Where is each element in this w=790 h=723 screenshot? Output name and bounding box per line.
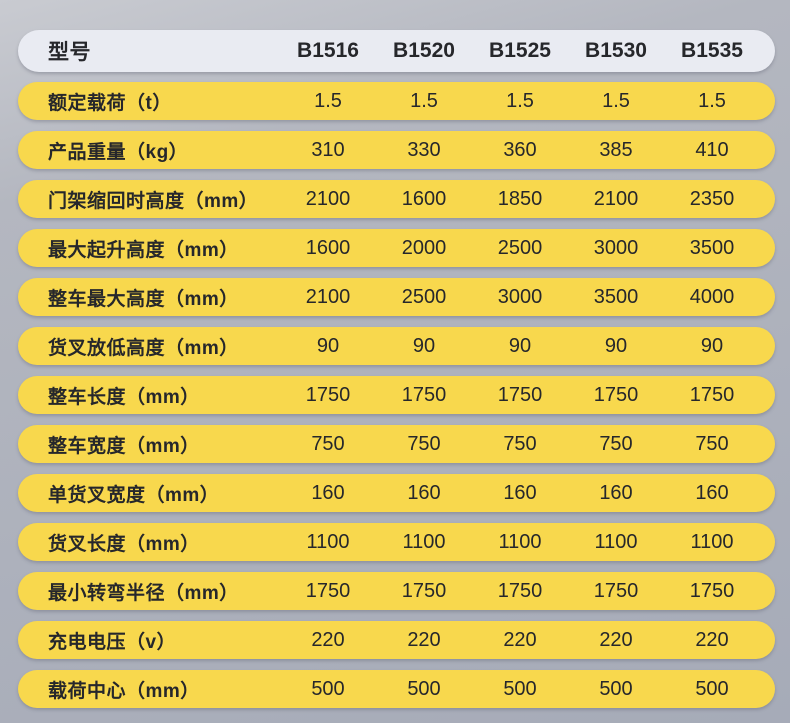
spec-value: 160 — [407, 481, 441, 504]
spec-value: 1600 — [305, 236, 351, 259]
spec-value: 220 — [599, 628, 633, 651]
spec-value: 220 — [407, 628, 441, 651]
spec-value: 750 — [311, 432, 345, 455]
spec-value: 330 — [407, 138, 441, 161]
spec-value: 1100 — [306, 530, 350, 553]
spec-row-min-turning-radius: 最小转弯半径（mm） 1750 1750 1750 1750 1750 — [18, 572, 775, 610]
spec-value: 220 — [695, 628, 729, 651]
spec-value: 1100 — [498, 530, 542, 553]
spec-row-fork-length: 货叉长度（mm） 1100 1100 1100 1100 1100 — [18, 523, 775, 561]
spec-value: 1600 — [401, 187, 447, 210]
spec-value: 220 — [311, 628, 345, 651]
spec-row-rated-load: 额定载荷（t） 1.5 1.5 1.5 1.5 1.5 — [18, 82, 775, 120]
spec-row-load-center: 载荷中心（mm） 500 500 500 500 500 — [18, 670, 775, 708]
spec-value: 160 — [503, 481, 537, 504]
product-spec-table: 型号 B1516 B1520 B1525 B1530 B1535 额定载荷（t）… — [18, 30, 775, 708]
spec-value: 160 — [599, 481, 633, 504]
spec-value: 2350 — [689, 187, 735, 210]
spec-value: 1750 — [497, 383, 543, 406]
spec-row-label: 充电电压（v） — [48, 631, 177, 653]
spec-row-label: 整车最大高度（mm） — [48, 288, 239, 310]
spec-value: 2500 — [401, 285, 447, 308]
spec-value: 1750 — [401, 383, 447, 406]
spec-value: 750 — [407, 432, 441, 455]
spec-value: 1750 — [305, 579, 351, 602]
spec-row-label: 产品重量（kg） — [48, 141, 189, 163]
spec-value: 90 — [412, 334, 436, 357]
spec-value: 1850 — [497, 187, 543, 210]
spec-value: 1.5 — [698, 89, 726, 112]
spec-value: 160 — [311, 481, 345, 504]
header-col-model-3: B1525 — [489, 39, 551, 62]
spec-row-label: 货叉长度（mm） — [48, 533, 200, 555]
spec-value: 750 — [695, 432, 729, 455]
spec-value: 1750 — [497, 579, 543, 602]
header-col-model-2: B1520 — [393, 39, 455, 62]
spec-value: 1750 — [593, 383, 639, 406]
spec-row-fork-lowered-height: 货叉放低高度（mm） 90 90 90 90 90 — [18, 327, 775, 365]
spec-value: 1750 — [305, 383, 351, 406]
spec-value: 1100 — [402, 530, 446, 553]
spec-row-overall-width: 整车宽度（mm） 750 750 750 750 750 — [18, 425, 775, 463]
spec-value: 220 — [503, 628, 537, 651]
spec-value: 1.5 — [410, 89, 438, 112]
spec-row-label: 整车长度（mm） — [48, 386, 200, 408]
spec-value: 1.5 — [314, 89, 342, 112]
spec-row-single-fork-width: 单货叉宽度（mm） 160 160 160 160 160 — [18, 474, 775, 512]
spec-value: 500 — [599, 677, 633, 700]
spec-value: 750 — [599, 432, 633, 455]
spec-value: 1.5 — [506, 89, 534, 112]
spec-value: 1750 — [593, 579, 639, 602]
spec-value: 2100 — [305, 187, 351, 210]
spec-row-charging-voltage: 充电电压（v） 220 220 220 220 220 — [18, 621, 775, 659]
spec-value: 1100 — [690, 530, 734, 553]
spec-value: 500 — [311, 677, 345, 700]
spec-value: 500 — [695, 677, 729, 700]
header-col-model-4: B1530 — [585, 39, 647, 62]
spec-value: 90 — [316, 334, 340, 357]
spec-value: 1750 — [401, 579, 447, 602]
spec-row-label: 最大起升高度（mm） — [48, 239, 239, 261]
spec-value: 500 — [503, 677, 537, 700]
spec-value: 3500 — [689, 236, 735, 259]
spec-value: 2000 — [401, 236, 447, 259]
spec-value: 3500 — [593, 285, 639, 308]
header-col-model-1: B1516 — [297, 39, 359, 62]
spec-value: 310 — [311, 138, 345, 161]
spec-row-label: 额定载荷（t） — [48, 92, 172, 114]
spec-value: 160 — [695, 481, 729, 504]
spec-value: 3000 — [593, 236, 639, 259]
spec-value: 2100 — [593, 187, 639, 210]
spec-row-label: 货叉放低高度（mm） — [48, 337, 239, 359]
spec-value: 1750 — [689, 383, 735, 406]
spec-value: 1100 — [594, 530, 638, 553]
spec-row-overall-length: 整车长度（mm） 1750 1750 1750 1750 1750 — [18, 376, 775, 414]
header-model-label: 型号 — [48, 41, 91, 64]
spec-value: 1750 — [689, 579, 735, 602]
spec-row-label: 门架缩回时高度（mm） — [48, 190, 259, 212]
spec-value: 90 — [700, 334, 724, 357]
spec-value: 90 — [604, 334, 628, 357]
spec-value: 385 — [599, 138, 633, 161]
spec-row-max-overall-height: 整车最大高度（mm） 2100 2500 3000 3500 4000 — [18, 278, 775, 316]
spec-value: 410 — [695, 138, 729, 161]
spec-value: 500 — [407, 677, 441, 700]
spec-row-label: 最小转弯半径（mm） — [48, 582, 239, 604]
spec-row-label: 整车宽度（mm） — [48, 435, 200, 457]
spec-value: 360 — [503, 138, 537, 161]
header-col-model-5: B1535 — [681, 39, 743, 62]
spec-value: 90 — [508, 334, 532, 357]
spec-row-mast-retracted-height: 门架缩回时高度（mm） 2100 1600 1850 2100 2350 — [18, 180, 775, 218]
spec-value: 2500 — [497, 236, 543, 259]
spec-row-label: 单货叉宽度（mm） — [48, 484, 220, 506]
table-header-row: 型号 B1516 B1520 B1525 B1530 B1535 — [18, 30, 775, 72]
spec-row-max-lift-height: 最大起升高度（mm） 1600 2000 2500 3000 3500 — [18, 229, 775, 267]
spec-row-product-weight: 产品重量（kg） 310 330 360 385 410 — [18, 131, 775, 169]
spec-value: 2100 — [305, 285, 351, 308]
spec-value: 1.5 — [602, 89, 630, 112]
spec-value: 4000 — [689, 285, 735, 308]
spec-row-label: 载荷中心（mm） — [48, 680, 200, 702]
spec-value: 750 — [503, 432, 537, 455]
spec-value: 3000 — [497, 285, 543, 308]
